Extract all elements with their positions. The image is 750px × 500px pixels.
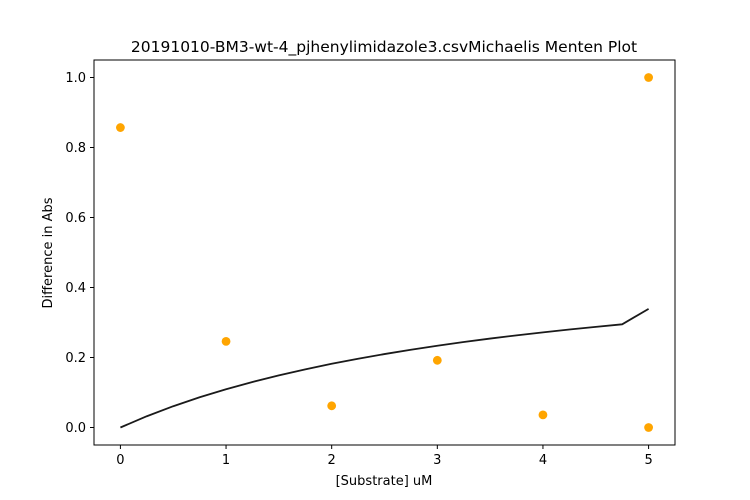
y-tick-label: 0.6 — [65, 211, 86, 226]
y-axis-label: Difference in Abs — [41, 197, 56, 308]
x-axis-label: [Substrate] uM — [336, 474, 433, 489]
fit-curve-line — [120, 308, 650, 429]
data-point — [432, 355, 442, 365]
plot-area: 0 1 2 3 4 5 0.0 0.2 0.4 0.6 0.8 1.0 — [65, 59, 676, 468]
x-tick-label: 4 — [539, 453, 547, 468]
x-tick-label: 0 — [116, 453, 124, 468]
y-tick-label: 1.0 — [65, 71, 86, 86]
chart-title: 20191010-BM3-wt-4_pjhenylimidazole3.csvM… — [131, 38, 637, 57]
y-tick-label: 0.4 — [65, 281, 86, 296]
x-tick-label: 5 — [644, 453, 652, 468]
y-tick-label: 0.2 — [65, 351, 86, 366]
x-tick-label: 1 — [222, 453, 230, 468]
y-tick-label: 0.0 — [65, 421, 86, 436]
data-point — [644, 423, 653, 432]
axes-frame — [93, 59, 676, 446]
data-point — [116, 123, 125, 132]
x-tick-label: 2 — [328, 453, 336, 468]
x-tick-label: 3 — [433, 453, 441, 468]
data-point — [538, 410, 548, 420]
data-point — [221, 337, 231, 346]
data-point — [644, 73, 653, 82]
y-tick-label: 0.8 — [65, 141, 86, 156]
data-point — [327, 401, 337, 411]
